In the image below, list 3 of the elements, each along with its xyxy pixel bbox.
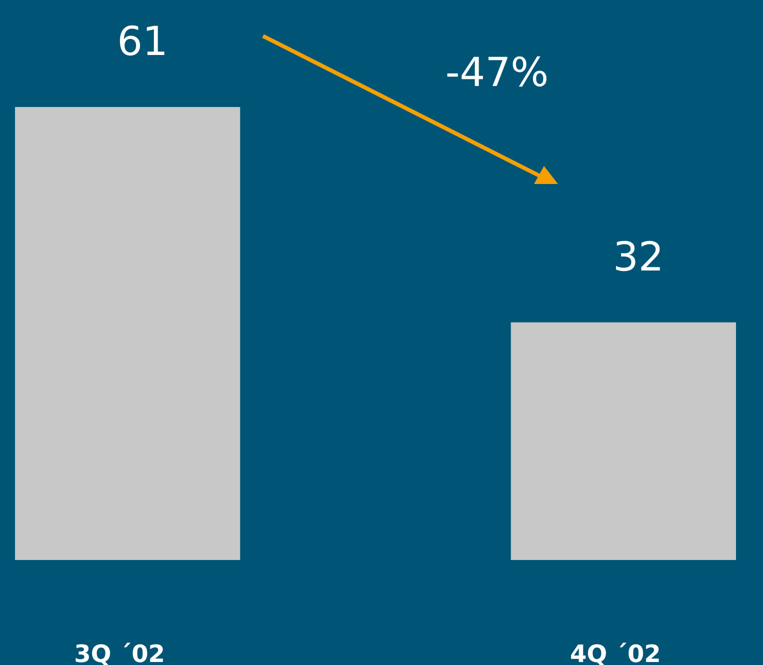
text: -47% — [445, 50, 549, 96]
data-label: 61 — [117, 19, 168, 65]
data-label: 32 — [612, 234, 664, 280]
